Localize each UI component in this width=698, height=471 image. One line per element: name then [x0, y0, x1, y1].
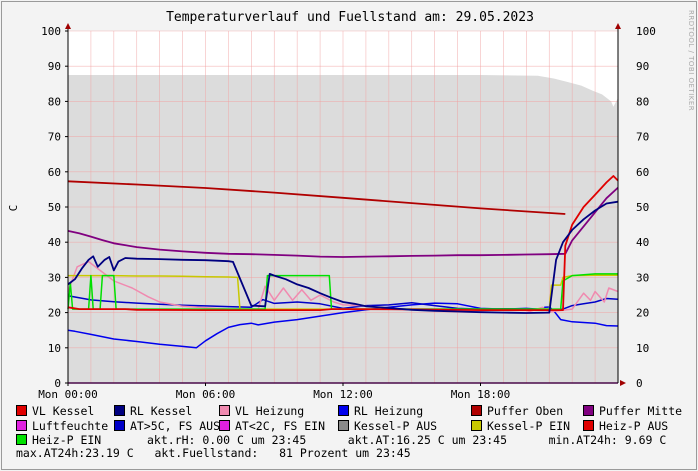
legend-item: VL Kessel: [16, 404, 94, 418]
y-tick-label: 60: [48, 166, 61, 179]
y-tick-label-right: 100: [636, 25, 656, 38]
legend-label: RL Kessel: [130, 404, 193, 418]
legend-item: RL Heizung: [338, 404, 423, 418]
legend-item: Puffer Oben: [471, 404, 563, 418]
legend-item: Heiz-P AUS: [583, 419, 668, 433]
legend-swatch: [583, 405, 594, 416]
y-tick-label: 50: [48, 201, 61, 214]
y-tick-label-right: 30: [636, 271, 649, 284]
y-axis-arrow-icon: [65, 23, 71, 29]
y-tick-label-right: 80: [636, 95, 649, 108]
watermark: RRDTOOL / TOBI OETIKER: [687, 10, 695, 112]
y-tick-label-right: 90: [636, 60, 649, 73]
legend-swatch: [338, 419, 349, 431]
legend-label: VL Heizung: [235, 404, 305, 418]
status-line-1: akt.rH: 0.00 C um 23:45 akt.AT:16.25 C u…: [147, 433, 667, 447]
legend-swatch: [16, 419, 27, 431]
legend-item: Puffer Mitte: [583, 404, 682, 418]
y-tick-label: 30: [48, 271, 61, 284]
status-line-2: max.AT24h:23.19 C akt.Fuellstand: 81 Pro…: [16, 446, 411, 460]
legend-label: Kessel-P EIN: [487, 418, 571, 433]
y-tick-label: 0: [54, 377, 61, 390]
legend-item: Luftfeuchte: [16, 419, 108, 433]
legend-item: Kessel-P AUS: [338, 419, 437, 433]
legend-swatch: [338, 405, 349, 416]
legend-label: VL Kessel: [32, 404, 95, 418]
y-tick-label: 90: [48, 60, 61, 73]
series-line-puffer-mitte: [67, 186, 619, 258]
legend-swatch: [471, 405, 482, 416]
legend-label: Kessel-P AUS: [354, 418, 438, 433]
y-tick-label-right: 20: [636, 307, 649, 320]
series-line-kessel-p-ein: [68, 274, 618, 310]
legend-item: Kessel-P EIN: [471, 419, 570, 433]
legend-item: VL Heizung: [219, 404, 304, 418]
legend-label: RL Heizung: [354, 404, 424, 418]
x-tick-label: Mon 18:00: [451, 388, 511, 401]
y-tick-label-right: 60: [636, 166, 649, 179]
legend-swatch: [16, 405, 27, 416]
y-tick-label: 70: [48, 131, 61, 144]
legend-swatch: [16, 434, 27, 445]
legend-label: Heiz-P EIN: [32, 433, 102, 447]
y-tick-label: 100: [41, 25, 61, 38]
y-tick-label-right: 40: [636, 236, 649, 249]
y-tick-label: 20: [48, 307, 61, 320]
x-tick-label: Mon 12:00: [313, 388, 373, 401]
y-tick-label: 40: [48, 236, 61, 249]
legend-swatch: [471, 419, 482, 431]
y-tick-label-right: 50: [636, 201, 649, 214]
y-tick-label-right: 0: [636, 377, 643, 390]
y-axis-right-arrow-icon: [615, 23, 621, 29]
chart-svg: Temperaturverlauf und Fuellstand am: 29.…: [7, 10, 656, 401]
series-line-puffer-oben: [67, 180, 566, 215]
y-tick-label: 10: [48, 342, 61, 355]
y-tick-label: 80: [48, 95, 61, 108]
series-line-rl-kessel: [67, 200, 619, 314]
y-tick-label-right: 10: [636, 342, 649, 355]
y-axis-label: C: [7, 205, 20, 212]
legend-swatch: [114, 419, 125, 431]
legend-item: AT<2C, FS EIN: [219, 419, 325, 433]
legend-label: Heiz-P AUS: [599, 418, 669, 433]
legend: VL Kessel RL Kessel VL Heizung RL Heizung Pu…: [0, 402, 698, 471]
x-tick-label: Mon 00:00: [38, 388, 98, 401]
grid-layer: [67, 30, 619, 384]
legend-label: Luftfeuchte: [32, 418, 109, 433]
legend-item: AT>5C, FS AUS: [114, 419, 220, 433]
x-axis-arrow-icon: [620, 380, 626, 386]
axis-layer: 0 0 10 10 20 20 30 30 40 40 50 50 60 60 70 70 80 80 90 90 10…: [38, 23, 656, 401]
x-tick-label: Mon 06:00: [176, 388, 236, 401]
legend-swatch: [219, 419, 230, 431]
legend-item: Heiz-P EIN: [16, 433, 101, 447]
legend-label: AT<2C, FS EIN: [235, 418, 326, 433]
chart-title: Temperaturverlauf und Fuellstand am: 29.…: [166, 10, 534, 25]
series-line-heiz-p-aus: [67, 175, 619, 312]
legend-swatch: [583, 419, 594, 431]
legend-swatch: [114, 405, 125, 416]
y-tick-label-right: 70: [636, 131, 649, 144]
legend-label: Puffer Mitte: [599, 404, 683, 418]
legend-item: RL Kessel: [114, 404, 192, 418]
legend-label: Puffer Oben: [487, 404, 564, 418]
legend-swatch: [219, 405, 230, 416]
legend-label: AT>5C, FS AUS: [130, 418, 221, 433]
